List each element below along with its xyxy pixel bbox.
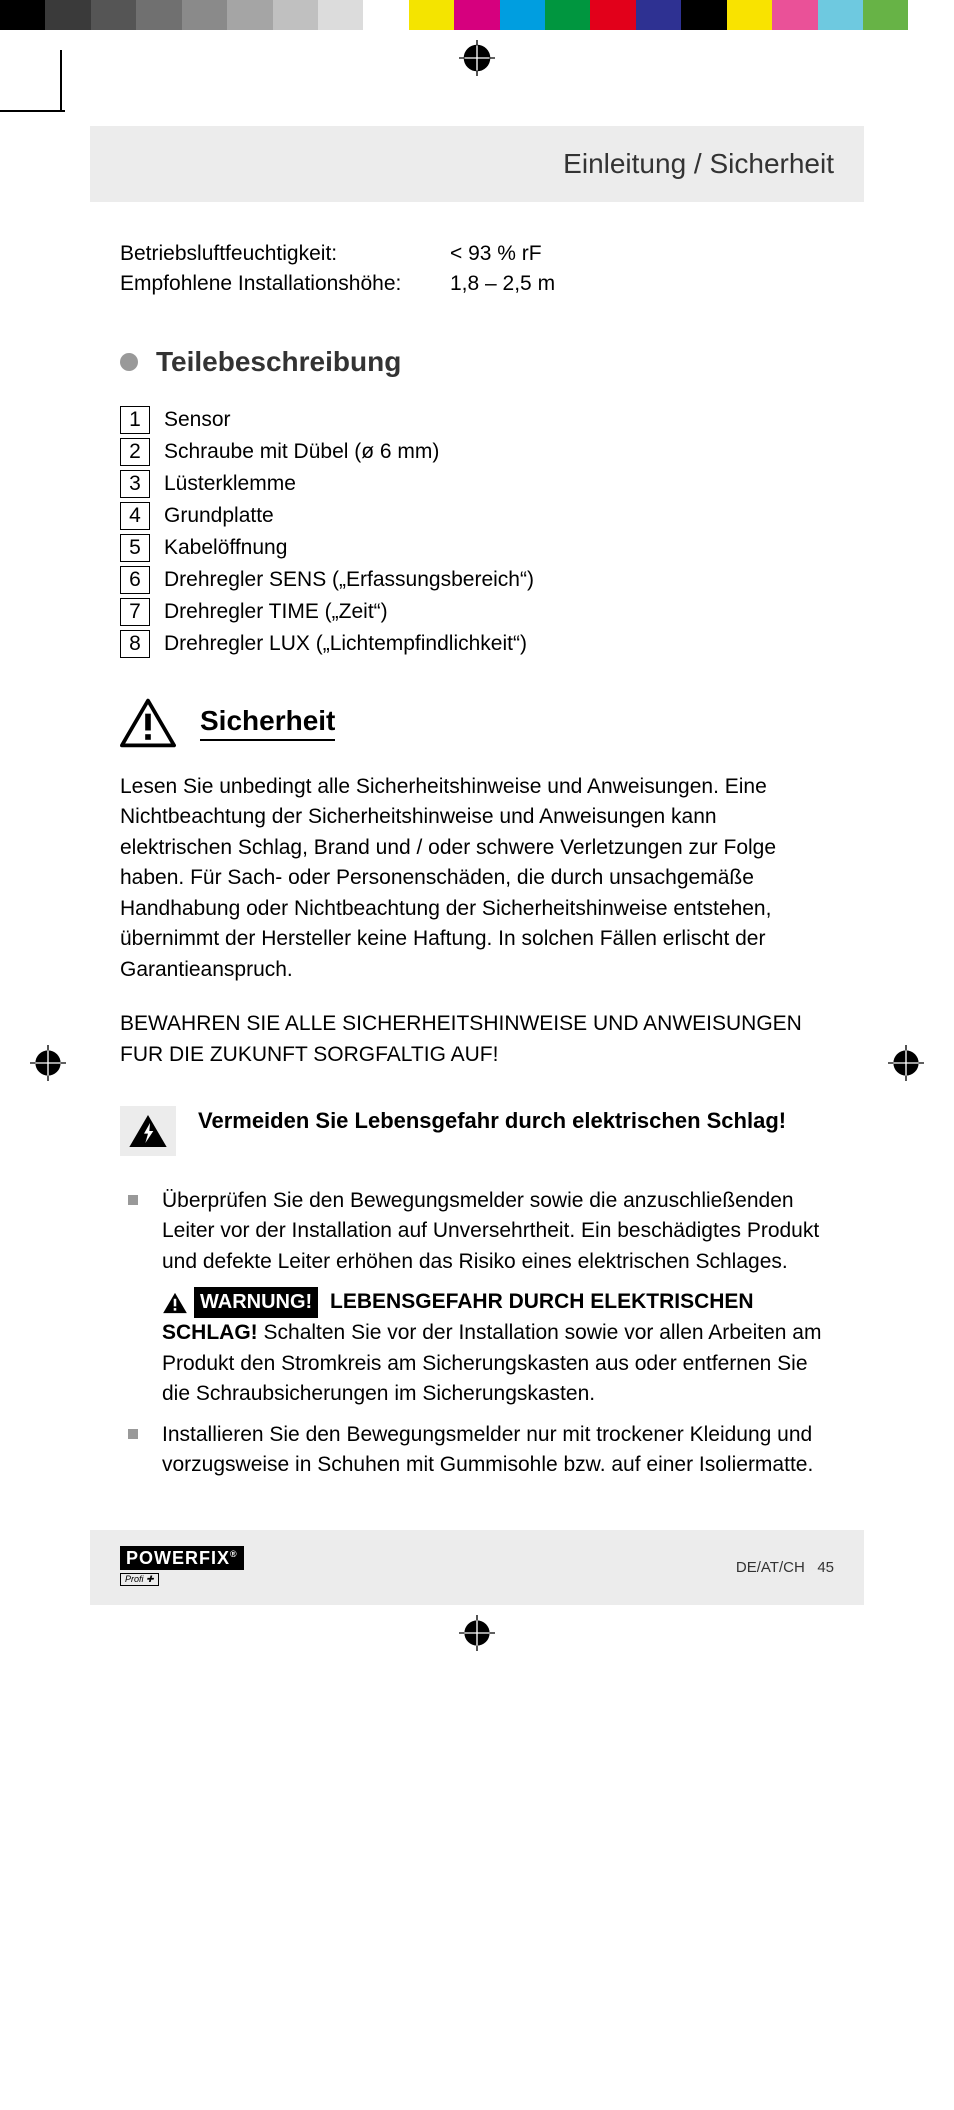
footer-page: 45	[817, 1559, 834, 1576]
bullet-text: Installieren Sie den Bewegungsmelder nur…	[162, 1420, 834, 1481]
parts-heading: Teilebeschreibung	[156, 346, 401, 378]
part-row: 6 Drehregler SENS („Erfassungsbereich“)	[120, 566, 834, 594]
part-number: 1	[120, 406, 150, 434]
page-header: Einleitung / Sicherheit	[90, 126, 864, 202]
spec-row: Empfohlene Installationshöhe:1,8 – 2,5 m	[120, 272, 834, 296]
part-number: 4	[120, 502, 150, 530]
part-row: 1 Sensor	[120, 406, 834, 434]
warning-tag: WARNUNG!	[194, 1287, 318, 1318]
footer-meta: DE/AT/CH 45	[736, 1559, 834, 1576]
bullet-rest: Schalten Sie vor der Installation sowie …	[162, 1321, 821, 1405]
square-bullet-icon	[128, 1195, 138, 1205]
part-number: 7	[120, 598, 150, 626]
square-bullet-icon	[128, 1429, 138, 1439]
part-label: Sensor	[164, 408, 231, 432]
safety-keep: BEWAHREN SIE ALLE SICHERHEITSHINWEISE UN…	[120, 1009, 834, 1070]
spec-label: Betriebsluftfeuchtigkeit:	[120, 242, 450, 266]
part-row: 3 Lüsterklemme	[120, 470, 834, 498]
part-label: Drehregler SENS („Erfassungsbereich“)	[164, 568, 534, 592]
brand-logo: POWERFIX® Profi ✚	[120, 1548, 244, 1587]
safety-heading: Sicherheit	[200, 705, 335, 741]
part-row: 7 Drehregler TIME („Zeit“)	[120, 598, 834, 626]
part-number: 6	[120, 566, 150, 594]
page-footer: POWERFIX® Profi ✚ DE/AT/CH 45	[90, 1530, 864, 1605]
bullet-text: Überprüfen Sie den Bewegungsmelder sowie…	[162, 1186, 834, 1277]
part-label: Drehregler LUX („Lichtempfindlichkeit“)	[164, 632, 527, 656]
section-parts: Teilebeschreibung	[120, 346, 834, 378]
spec-label: Empfohlene Installationshöhe:	[120, 272, 450, 296]
list-item: WARNUNG! LEBENSGEFAHR DURCH ELEKTRISCHEN…	[120, 1287, 834, 1409]
registration-mark-right	[888, 1045, 924, 1086]
part-row: 4 Grundplatte	[120, 502, 834, 530]
registration-mark-left	[30, 1045, 66, 1086]
shock-icon-box	[120, 1106, 176, 1156]
list-item: Installieren Sie den Bewegungsmelder nur…	[120, 1420, 834, 1481]
safety-body: Lesen Sie unbedingt alle Sicherheitshinw…	[120, 772, 834, 985]
footer-lang: DE/AT/CH	[736, 1559, 805, 1576]
brand-main-text: POWERFIX	[126, 1548, 230, 1568]
brand-sub-text: Profi ✚	[120, 1573, 159, 1586]
spec-table: Betriebsluftfeuchtigkeit:< 93 % rFEmpfoh…	[120, 242, 834, 296]
color-calibration-bar	[0, 0, 954, 30]
registration-mark-bottom	[0, 1615, 954, 1651]
registration-mark-top	[0, 40, 954, 76]
bullet-icon	[120, 353, 138, 371]
part-row: 8 Drehregler LUX („Lichtempfindlichkeit“)	[120, 630, 834, 658]
part-label: Schraube mit Dübel (ø 6 mm)	[164, 440, 439, 464]
part-label: Grundplatte	[164, 504, 274, 528]
part-number: 2	[120, 438, 150, 466]
spec-value: 1,8 – 2,5 m	[450, 272, 555, 296]
section-safety: Sicherheit	[120, 698, 834, 748]
part-number: 8	[120, 630, 150, 658]
part-number: 5	[120, 534, 150, 562]
spec-value: < 93 % rF	[450, 242, 542, 266]
part-label: Drehregler TIME („Zeit“)	[164, 600, 388, 624]
part-label: Kabelöffnung	[164, 536, 287, 560]
shock-heading: Vermeiden Sie Lebensgefahr durch elektri…	[198, 1106, 786, 1136]
warning-triangle-small-icon	[162, 1292, 188, 1314]
parts-list: 1 Sensor 2 Schraube mit Dübel (ø 6 mm) 3 Lüst…	[120, 406, 834, 658]
warning-triangle-icon	[120, 698, 176, 748]
bullet-text: WARNUNG! LEBENSGEFAHR DURCH ELEKTRISCHEN…	[162, 1287, 834, 1409]
part-row: 5 Kabelöffnung	[120, 534, 834, 562]
spec-row: Betriebsluftfeuchtigkeit:< 93 % rF	[120, 242, 834, 266]
subsection-shock: Vermeiden Sie Lebensgefahr durch elektri…	[120, 1106, 834, 1156]
part-label: Lüsterklemme	[164, 472, 296, 496]
list-item: Überprüfen Sie den Bewegungsmelder sowie…	[120, 1186, 834, 1277]
crop-mark	[0, 110, 65, 112]
part-row: 2 Schraube mit Dübel (ø 6 mm)	[120, 438, 834, 466]
part-number: 3	[120, 470, 150, 498]
shock-triangle-icon	[128, 1113, 168, 1149]
bullet-list: Überprüfen Sie den Bewegungsmelder sowie…	[120, 1186, 834, 1481]
